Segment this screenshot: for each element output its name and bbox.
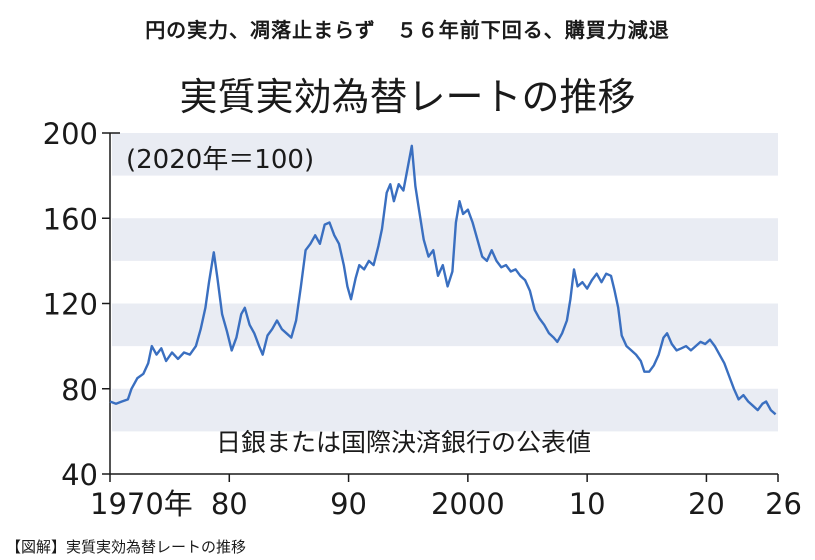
grid-band-2 [112,218,778,261]
x-tick-label-2020: 20 [688,487,725,521]
x-ticks: 1970年 80 90 2000 10 20 26 [90,474,802,521]
y-tick-label-120: 120 [43,288,98,322]
x-tick-label-1980: 80 [211,487,248,521]
y-tick-label-80: 80 [61,373,98,407]
grid-bands [112,133,778,432]
x-tick-label-2000: 2000 [431,487,505,521]
headline: 円の実力、凋落止まらず ５６年前下回る、購買力減退 [145,18,670,42]
grid-band-0 [112,388,778,432]
grid-band-1 [112,303,778,347]
unit-note: (2020年＝100) [126,145,314,175]
x-tick-label-2026: 26 [765,487,802,521]
y-tick-label-200: 200 [43,117,98,151]
source-note: 日銀または国際決済銀行の公表値 [216,428,591,457]
x-tick-label-1970: 1970年 [90,487,193,521]
y-tick-label-40: 40 [61,458,98,492]
figure-caption: 【図解】実質実効為替レートの推移 [6,538,247,556]
y-tick-label-160: 160 [43,202,98,236]
y-ticks: 40 80 120 160 200 [43,117,110,492]
grid-band-3 [112,133,778,176]
series-line [109,144,777,416]
chart-title: 実質実効為替レートの推移 [179,75,636,119]
x-tick-label-1990: 90 [330,487,367,521]
x-tick-label-2010: 10 [569,487,606,521]
